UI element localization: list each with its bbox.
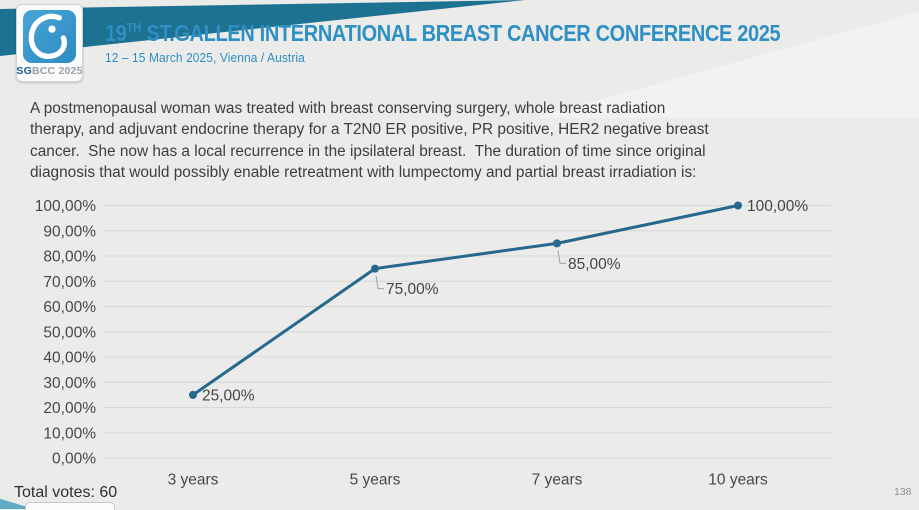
question-line-2: therapy, and adjuvant endocrine therapy … [30, 121, 709, 139]
conference-title: 19TH ST.GALLEN INTERNATIONAL BREAST CANC… [105, 20, 781, 47]
logo-caption: SGBCC 2025 [16, 65, 82, 77]
total-votes-label: Total votes: 60 [14, 484, 118, 501]
sgbcc-logo [23, 10, 76, 63]
trend-line [191, 204, 740, 397]
y-axis-tick-label: 100,00% [35, 198, 96, 215]
question-line-3: cancer. She now has a local recurrence i… [30, 142, 706, 160]
y-axis-tick-label: 60,00% [43, 299, 96, 316]
y-axis-tick-label: 90,00% [43, 223, 96, 240]
label-leader-line [375, 275, 384, 290]
y-axis-tick-label: 70,00% [43, 274, 96, 291]
y-axis-tick-label: 40,00% [43, 350, 96, 367]
x-axis-category-label: 10 years [708, 472, 768, 489]
title-number: 19 [105, 20, 127, 46]
y-axis-tick-label: 30,00% [43, 375, 96, 392]
logo-caption-sg: SG [16, 65, 32, 77]
title-text: ST.GALLEN INTERNATIONAL BREAST CANCER CO… [141, 20, 781, 46]
x-axis-category-label: 3 years [168, 472, 219, 489]
header-title-block: 19TH ST.GALLEN INTERNATIONAL BREAST CANC… [105, 20, 900, 65]
data-point-label: 85,00% [568, 256, 621, 273]
y-axis-tick-label: 0,00% [52, 451, 96, 468]
y-axis-tick-label: 10,00% [43, 425, 96, 442]
y-axis-tick-label: 80,00% [43, 249, 96, 266]
data-point-label: 25,00% [202, 387, 255, 404]
slide-page-number: 138 [894, 486, 912, 498]
question-line-1: A postmenopausal woman was treated with … [30, 100, 666, 117]
breast-ribbon-icon [28, 13, 67, 59]
title-superscript: TH [126, 20, 142, 35]
question-text: A postmenopausal woman was treated with … [30, 98, 890, 184]
data-point-label: 100,00% [747, 198, 808, 215]
data-point [189, 390, 197, 399]
x-axis-category-label: 7 years [532, 472, 583, 489]
question-line-4: diagnosis that would possibly enable ret… [30, 164, 697, 182]
y-axis-tick-label: 50,00% [43, 324, 96, 341]
logo-caption-rest: BCC 2025 [31, 65, 83, 77]
data-point [553, 239, 561, 248]
data-point [371, 264, 379, 273]
y-axis-tick-label: 20,00% [43, 400, 96, 417]
data-point [734, 201, 742, 210]
conference-subtitle: 12 – 15 March 2025, Vienna / Austria [105, 50, 305, 65]
partial-popup-box [25, 502, 115, 510]
sgbcc-logo-card: SGBCC 2025 [16, 4, 83, 82]
x-axis-category-label: 5 years [350, 472, 401, 489]
label-leader-line [557, 250, 566, 264]
data-point-label: 75,00% [386, 281, 439, 298]
